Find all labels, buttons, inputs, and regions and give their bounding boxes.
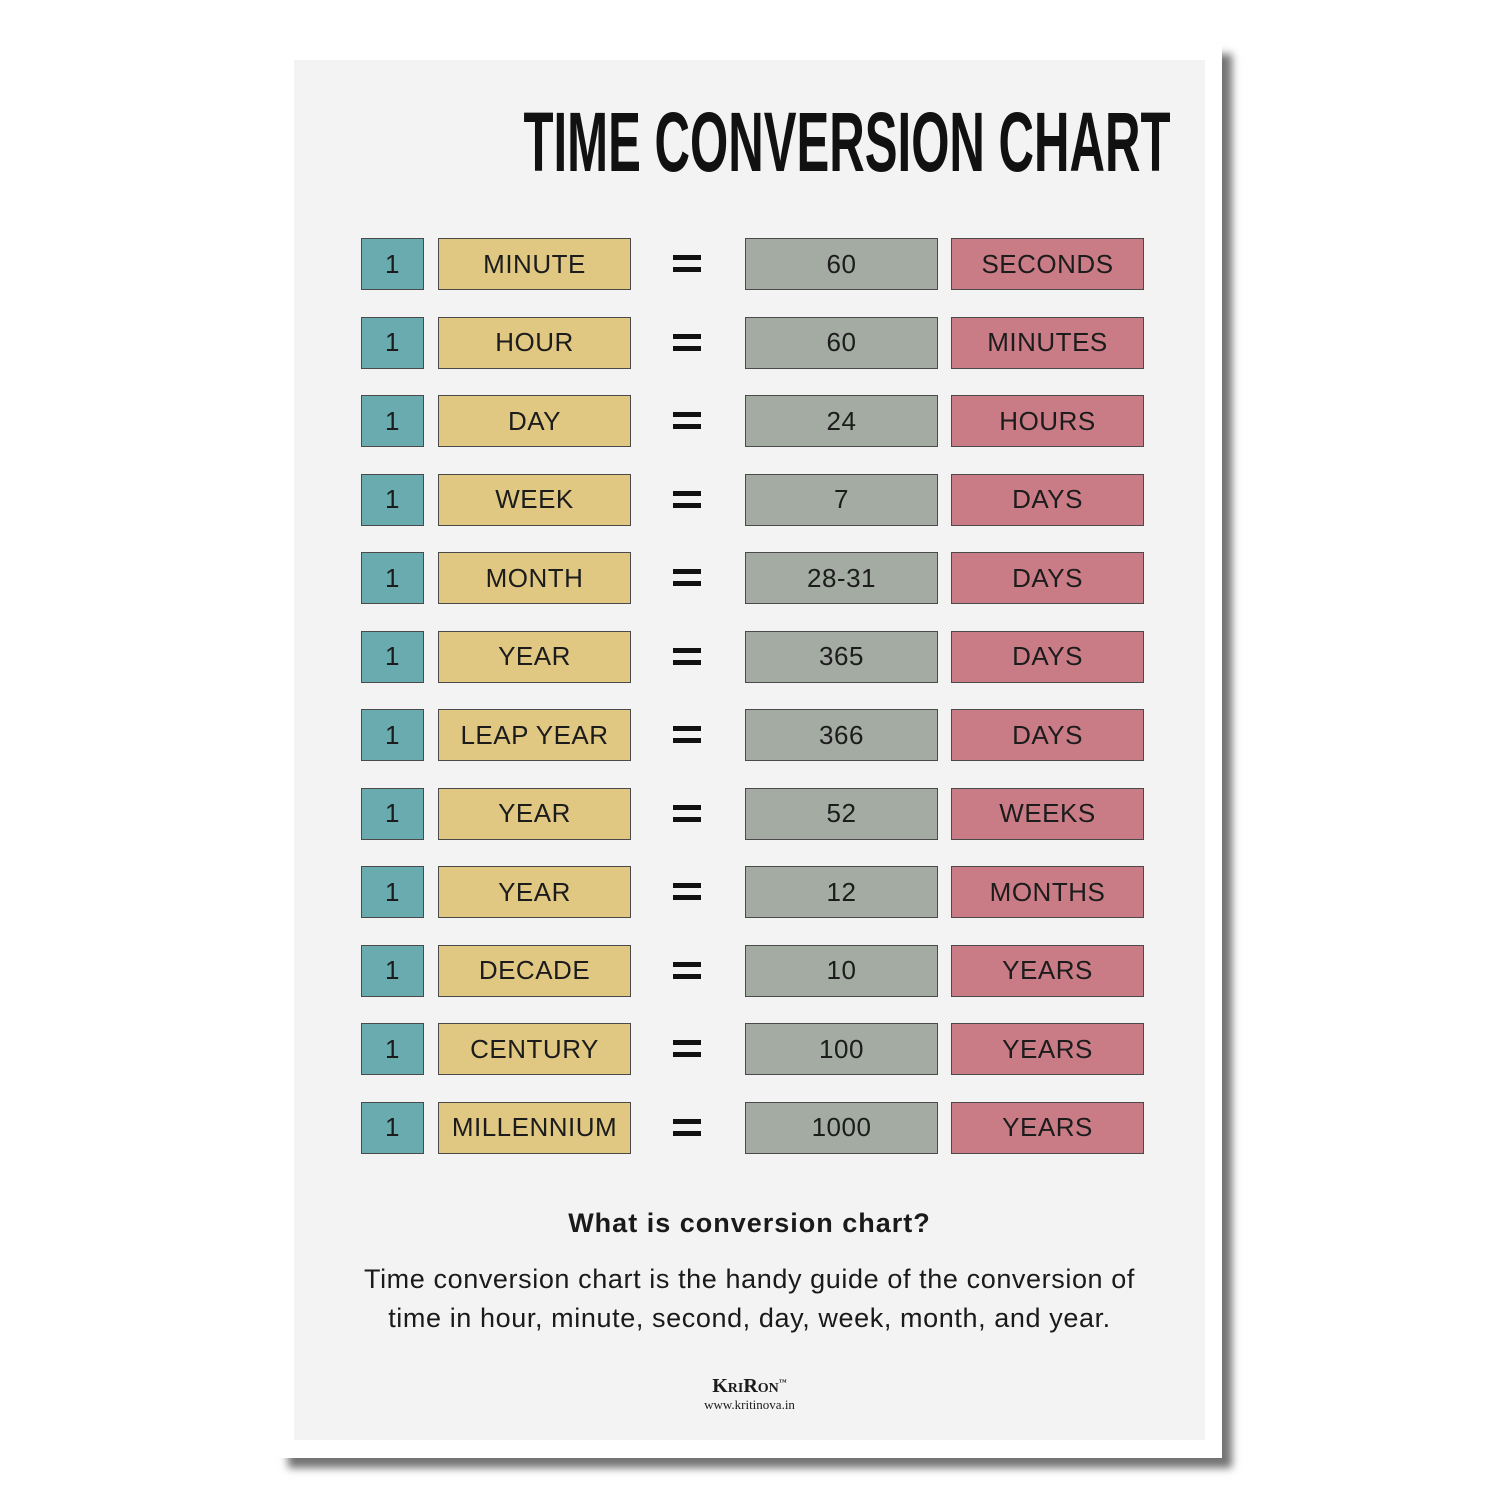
equals-bar — [673, 895, 701, 900]
target-unit-cell: MONTHS — [951, 866, 1144, 918]
footer-line: time in hour, minute, second, day, week,… — [388, 1303, 1111, 1333]
amount-cell: 60 — [745, 316, 938, 369]
count-cell: 1 — [361, 238, 424, 290]
target-unit-cell: YEARS — [951, 944, 1144, 997]
amount-cell: 12 — [745, 866, 938, 918]
unit-cell: MILLENNIUM — [438, 1101, 631, 1154]
equals-bar — [673, 804, 701, 810]
target-unit-cell: HOURS — [951, 395, 1144, 447]
count-cell: 1 — [361, 866, 424, 918]
target-unit-cell: DAYS — [951, 709, 1144, 761]
equals-bar — [673, 647, 701, 653]
count-cell: 1 — [361, 944, 424, 997]
unit-cell: DECADE — [438, 944, 631, 997]
target-unit-cell: DAYS — [951, 630, 1144, 683]
brand-row: KriRon™ — [294, 1375, 1205, 1398]
equals-bar — [673, 569, 701, 574]
trademark: ™ — [778, 1377, 787, 1387]
amount-cell: 28-31 — [745, 552, 938, 604]
title: TIME CONVERSION CHART — [294, 92, 1205, 192]
amount-cell: 7 — [745, 473, 938, 526]
count-cell: 1 — [361, 473, 424, 526]
unit-cell: DAY — [438, 395, 631, 447]
count-cell: 1 — [361, 395, 424, 447]
url: www.kritinova.in — [704, 1397, 795, 1412]
target-unit-cell: YEARS — [951, 1023, 1144, 1075]
equals-bar — [673, 816, 701, 822]
title-text: TIME CONVERSION CHART — [523, 95, 1171, 189]
equals-bar — [673, 1052, 701, 1057]
equals-bar — [673, 412, 701, 417]
count-cell: 1 — [361, 1101, 424, 1154]
equals-bar — [673, 502, 701, 508]
target-unit-cell: SECONDS — [951, 238, 1144, 290]
equals-bar — [673, 424, 701, 429]
equals-bar — [673, 255, 701, 260]
equals-bar — [673, 1040, 701, 1045]
count-cell: 1 — [361, 552, 424, 604]
unit-cell: LEAP YEAR — [438, 709, 631, 761]
unit-cell: CENTURY — [438, 1023, 631, 1075]
footer-line: Time conversion chart is the handy guide… — [363, 1264, 1135, 1294]
amount-cell: 60 — [745, 238, 938, 290]
amount-cell: 365 — [745, 630, 938, 683]
count-cell: 1 — [361, 787, 424, 840]
equals-bar — [673, 267, 701, 272]
equals-bar — [673, 345, 701, 351]
equals-bar — [673, 581, 701, 586]
footer-heading: What is conversion chart? — [568, 1208, 931, 1238]
unit-cell: MONTH — [438, 552, 631, 604]
unit-cell: YEAR — [438, 787, 631, 840]
unit-cell: WEEK — [438, 473, 631, 526]
amount-cell: 366 — [745, 709, 938, 761]
count-cell: 1 — [361, 630, 424, 683]
target-unit-cell: MINUTES — [951, 316, 1144, 369]
equals-bar — [673, 659, 701, 665]
equals-bar — [673, 961, 701, 967]
target-unit-cell: DAYS — [951, 473, 1144, 526]
equals-bar — [673, 883, 701, 888]
amount-cell: 100 — [745, 1023, 938, 1075]
equals-bar — [673, 726, 701, 731]
unit-cell: HOUR — [438, 316, 631, 369]
brand: KriRon — [712, 1375, 779, 1397]
count-cell: 1 — [361, 709, 424, 761]
amount-cell: 24 — [745, 395, 938, 447]
equals-bar — [673, 333, 701, 339]
target-unit-cell: DAYS — [951, 552, 1144, 604]
count-cell: 1 — [361, 316, 424, 369]
count-cell: 1 — [361, 1023, 424, 1075]
amount-cell: 1000 — [745, 1101, 938, 1154]
unit-cell: YEAR — [438, 630, 631, 683]
equals-bar — [673, 1130, 701, 1136]
equals-bar — [673, 490, 701, 496]
unit-cell: YEAR — [438, 866, 631, 918]
target-unit-cell: YEARS — [951, 1101, 1144, 1154]
amount-cell: 10 — [745, 944, 938, 997]
equals-bar — [673, 738, 701, 743]
unit-cell: MINUTE — [438, 238, 631, 290]
equals-bar — [673, 1118, 701, 1124]
target-unit-cell: WEEKS — [951, 787, 1144, 840]
amount-cell: 52 — [745, 787, 938, 840]
equals-bar — [673, 973, 701, 979]
